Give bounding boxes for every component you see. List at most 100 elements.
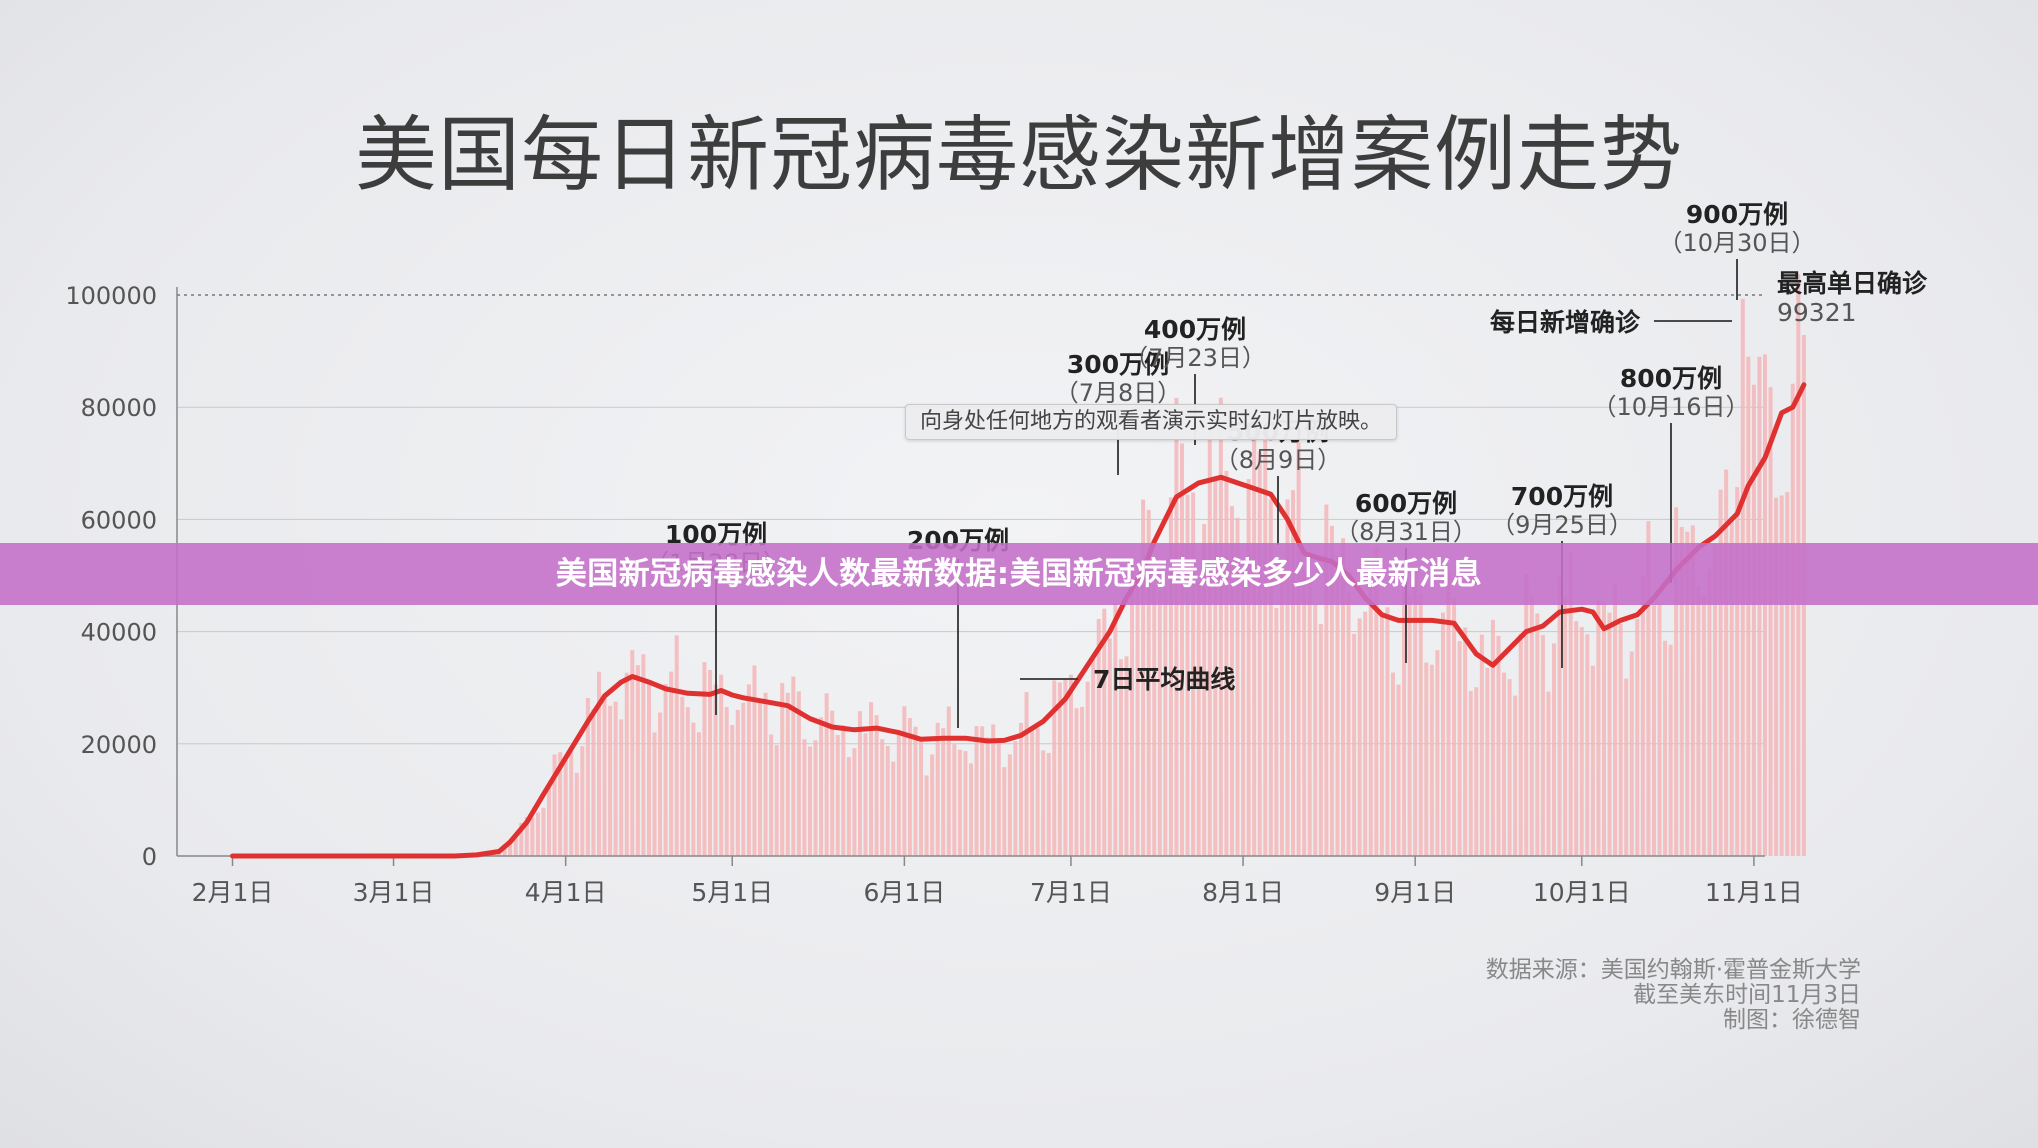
daily-bar — [1107, 638, 1112, 856]
daily-bar — [758, 701, 763, 856]
daily-bar — [563, 756, 568, 856]
daily-bar — [935, 722, 940, 856]
daily-bar — [980, 726, 985, 856]
daily-bar — [1285, 499, 1290, 856]
daily-bar — [985, 737, 990, 856]
daily-bar — [1590, 665, 1595, 856]
daily-bar — [835, 735, 840, 856]
daily-bar — [591, 709, 596, 856]
daily-bar — [552, 754, 557, 856]
daily-bar — [1257, 451, 1262, 856]
headline-banner: 美国新冠病毒感染人数最新数据:美国新冠病毒感染多少人最新消息 — [0, 543, 2038, 605]
daily-bar — [1302, 569, 1307, 856]
daily-bar — [1457, 641, 1462, 856]
daily-bar — [1335, 556, 1340, 856]
daily-bar — [663, 684, 668, 856]
daily-bar — [969, 763, 973, 856]
daily-bar — [1585, 634, 1590, 856]
daily-bar — [1735, 487, 1740, 856]
daily-bar — [1318, 623, 1323, 856]
daily-bar — [924, 775, 929, 856]
daily-bar — [508, 840, 513, 856]
daily-bar — [1452, 598, 1457, 856]
daily-bar — [763, 692, 768, 856]
daily-bar — [1185, 494, 1190, 856]
daily-bar — [1229, 506, 1234, 856]
daily-bar — [1002, 767, 1007, 856]
daily-bar — [619, 719, 624, 856]
daily-bar — [746, 684, 751, 856]
daily-bar — [1668, 644, 1673, 856]
daily-bar — [1613, 584, 1618, 856]
daily-bar — [1646, 521, 1651, 856]
daily-bar — [874, 715, 879, 856]
daily-bar — [1274, 607, 1279, 856]
daily-bar — [702, 662, 707, 856]
daily-bar — [791, 676, 796, 856]
daily-bar — [608, 705, 613, 856]
daily-bar — [1502, 672, 1507, 856]
daily-bars — [458, 274, 1806, 857]
daily-bar — [1329, 525, 1334, 856]
x-tick-label: 2月1日 — [192, 878, 274, 907]
daily-bar — [930, 754, 935, 856]
daily-bar — [1535, 613, 1540, 856]
daily-bar — [957, 749, 962, 856]
daily-bar — [1157, 590, 1162, 856]
daily-bar — [519, 822, 524, 856]
daily-bar — [1746, 356, 1751, 856]
daily-bar — [1546, 691, 1551, 856]
daily-bar — [1085, 681, 1090, 856]
daily-bar — [1385, 607, 1390, 856]
daily-bar — [974, 726, 979, 856]
daily-bar — [1779, 495, 1784, 856]
x-tick-label: 4月1日 — [525, 878, 607, 907]
daily-bar — [1446, 573, 1451, 856]
daily-bar — [646, 680, 651, 856]
peak-label: 最高单日确诊 — [1777, 269, 1928, 298]
daily-bar — [741, 702, 746, 856]
daily-bar — [769, 734, 774, 856]
daily-bar — [1440, 612, 1445, 856]
daily-bar — [1524, 573, 1529, 856]
y-tick-label: 80000 — [81, 394, 157, 422]
daily-bar — [1030, 728, 1035, 856]
daily-bar — [1629, 651, 1634, 856]
daily-bar — [1729, 520, 1734, 856]
x-tick-label: 10月1日 — [1533, 878, 1631, 907]
daily-bar — [1724, 469, 1729, 856]
daily-bar — [502, 848, 507, 856]
daily-bar — [1718, 489, 1723, 856]
daily-bar — [780, 682, 785, 856]
milestone-annotations: 100万例（1月28日）200万例300万例（7月8日）400万例（7月23日）… — [645, 200, 1928, 728]
daily-bar — [596, 671, 601, 856]
daily-bar — [1701, 595, 1706, 856]
daily-bar — [991, 724, 996, 856]
daily-bar — [1474, 687, 1479, 856]
daily-bar — [1435, 650, 1440, 856]
daily-bar — [907, 718, 912, 856]
daily-bar — [713, 684, 718, 856]
daily-bar — [896, 733, 901, 856]
daily-bar — [658, 712, 663, 856]
peak-value: 99321 — [1777, 298, 1857, 327]
daily-bar — [1368, 577, 1373, 856]
daily-bar — [1174, 397, 1179, 856]
daily-bar — [1241, 572, 1246, 856]
milestone-label: 700万例 — [1511, 482, 1613, 511]
daily-bar — [796, 691, 801, 856]
source-line-2: 截至美东时间11月3日 — [1633, 982, 1861, 1008]
daily-bar — [1707, 569, 1712, 856]
daily-bar — [1402, 580, 1407, 856]
daily-bar — [1607, 612, 1612, 856]
daily-bar — [857, 711, 862, 856]
daily-bar — [1130, 556, 1135, 856]
daily-bar — [1163, 588, 1168, 856]
x-tick-label: 7月1日 — [1030, 878, 1112, 907]
daily-bar — [674, 635, 679, 856]
daily-bar — [813, 740, 818, 856]
x-tick-label: 11月1日 — [1705, 878, 1803, 907]
daily-bar — [1168, 497, 1173, 856]
daily-bar — [1663, 640, 1668, 856]
daily-bar — [802, 739, 807, 856]
